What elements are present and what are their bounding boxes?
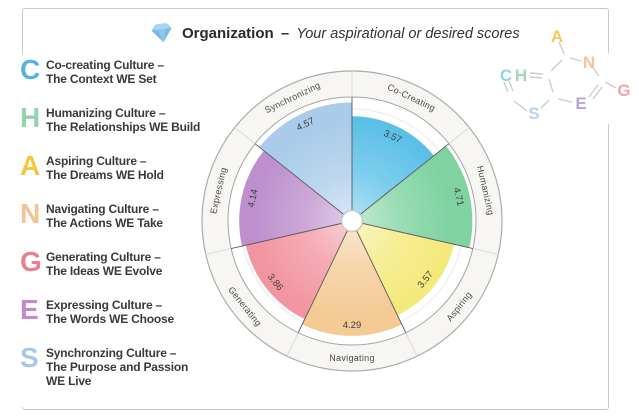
value-label-navigating: 4.29 xyxy=(343,320,362,331)
page-header: Organization – Your aspirational or desi… xyxy=(150,22,520,44)
sector-divider xyxy=(297,220,353,333)
legend-text: Generating Culture – The Ideas WE Evolve xyxy=(46,250,163,278)
legend-item-S: S Synchronzing Culture – The Purpose and P… xyxy=(14,342,194,389)
molecule-bond xyxy=(503,81,509,93)
molecule-bond xyxy=(540,99,550,109)
legend-letter-A: A xyxy=(20,150,41,181)
molecule-letter-G: G xyxy=(617,81,630,100)
ring-divider xyxy=(234,127,256,145)
legend-item-E: E Expressing Culture – The Words WE Choose xyxy=(14,294,194,327)
ring-divider xyxy=(286,332,299,357)
molecule-letter-E: E xyxy=(575,94,586,113)
molecule-bond xyxy=(508,80,514,92)
molecule-letter-S: S xyxy=(528,104,539,123)
value-label-expressing: 4.14 xyxy=(246,188,261,208)
sector-divider xyxy=(231,220,353,250)
legend-letter-N: N xyxy=(20,198,41,229)
molecule-bond xyxy=(557,98,573,103)
title-subtitle: Your aspirational or desired scores xyxy=(296,25,520,42)
ring-divider xyxy=(448,127,470,145)
molecule-bond xyxy=(588,84,599,98)
molecule-bond xyxy=(529,72,544,75)
ring-label-navigating: Navigating xyxy=(329,353,375,363)
legend-item-H: H Humanizing Culture – The Relationships W… xyxy=(14,102,200,135)
molecule-letter-C: C xyxy=(500,66,512,85)
legend-letter-E: E xyxy=(20,294,39,325)
sector-divider xyxy=(351,143,450,222)
sector-divider xyxy=(351,220,407,333)
changes-molecule-logo: A N C H G E S xyxy=(500,27,631,123)
molecule-bond xyxy=(558,41,565,55)
legend-item-N: N Navigating Culture – The Actions WE Take xyxy=(14,198,194,231)
molecule-letter-A: A xyxy=(551,27,563,46)
legend-text: Aspiring Culture – The Dreams WE Hold xyxy=(46,154,164,182)
legend-letter-S: S xyxy=(20,342,39,373)
ring-divider xyxy=(205,248,232,255)
molecule-bond xyxy=(604,81,617,89)
molecule-bond xyxy=(548,78,554,93)
sector-divider xyxy=(351,220,473,250)
molecule-letter-H: H xyxy=(515,66,527,85)
legend-text: Expressing Culture – The Words WE Choose xyxy=(46,298,174,326)
molecule-bond xyxy=(550,59,563,72)
border-cover xyxy=(598,53,639,124)
legend-letter-G: G xyxy=(20,246,42,277)
sector-divider xyxy=(254,143,353,222)
legend-letter-C: C xyxy=(20,54,41,85)
molecule-bond xyxy=(569,57,582,62)
legend-text: Humanizing Culture – The Relationships WE… xyxy=(46,106,201,134)
legend-item-A: A Aspiring Culture – The Dreams WE Hold xyxy=(14,150,194,183)
legend-text: Navigating Culture – The Actions WE Take xyxy=(46,202,163,230)
legend-text: Synchronzing Culture – The Purpose and Pa… xyxy=(46,346,189,388)
page-title: Organization – Your aspirational or desi… xyxy=(182,25,520,42)
ring-divider xyxy=(405,332,418,357)
molecule-bond xyxy=(592,86,603,100)
legend-item-G: G Generating Culture – The Ideas WE Evolve xyxy=(14,246,194,279)
legend-item-C: C Co-creating Culture – The Context WE Set xyxy=(14,54,194,87)
legend-letter-H: H xyxy=(20,102,41,133)
molecule-bond xyxy=(513,100,528,112)
title-text: Organization xyxy=(182,24,274,42)
molecule-bond xyxy=(592,67,600,77)
molecule-letter-N: N xyxy=(583,53,595,72)
center-hub xyxy=(340,209,364,233)
molecule-bond xyxy=(529,76,543,79)
title-separator: – xyxy=(280,24,290,42)
ring-divider xyxy=(472,248,499,255)
legend-text: Co-creating Culture – The Context WE Set xyxy=(46,58,164,86)
value-label-humanizing: 4.71 xyxy=(451,187,466,207)
legend: C Co-creating Culture – The Context WE Set… xyxy=(14,54,200,407)
gem-icon xyxy=(151,23,172,43)
